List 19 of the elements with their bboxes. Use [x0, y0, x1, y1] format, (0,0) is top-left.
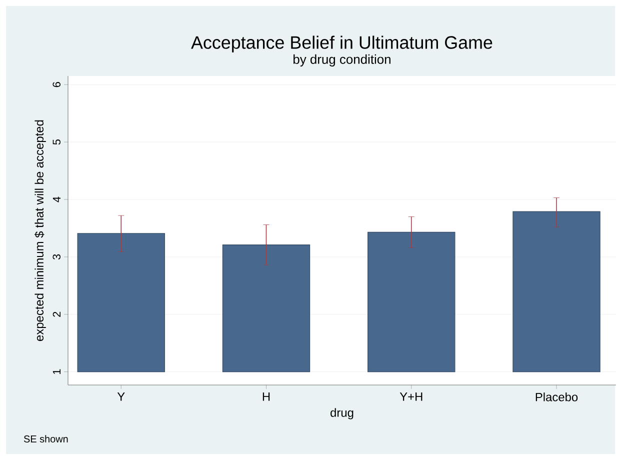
y-tick-label: 6	[52, 82, 60, 88]
bar	[222, 244, 310, 372]
y-tick-label: 4	[52, 196, 60, 202]
bar	[512, 211, 600, 372]
text: SE shown	[24, 435, 68, 442]
chart-title: Acceptance Belief in Ultimatum Game	[191, 36, 492, 52]
bar	[368, 232, 456, 372]
x-tick-label: Placebo	[536, 392, 578, 402]
x-tick-label: Y+H	[400, 392, 422, 401]
bar	[77, 233, 165, 372]
x-tick-label: Y	[117, 392, 125, 401]
y-tick-label: 2	[52, 312, 60, 317]
x-axis-title: drug	[330, 408, 354, 420]
y-tick-label: 3	[52, 254, 60, 260]
y-tick-label: 1	[52, 369, 60, 374]
x-tick-label: H	[262, 392, 270, 401]
y-axis-title: expected minimum $ that will be accepted	[34, 120, 46, 341]
chart-subtitle: by drug condition	[294, 54, 390, 66]
y-tick-label: 5	[52, 139, 60, 145]
